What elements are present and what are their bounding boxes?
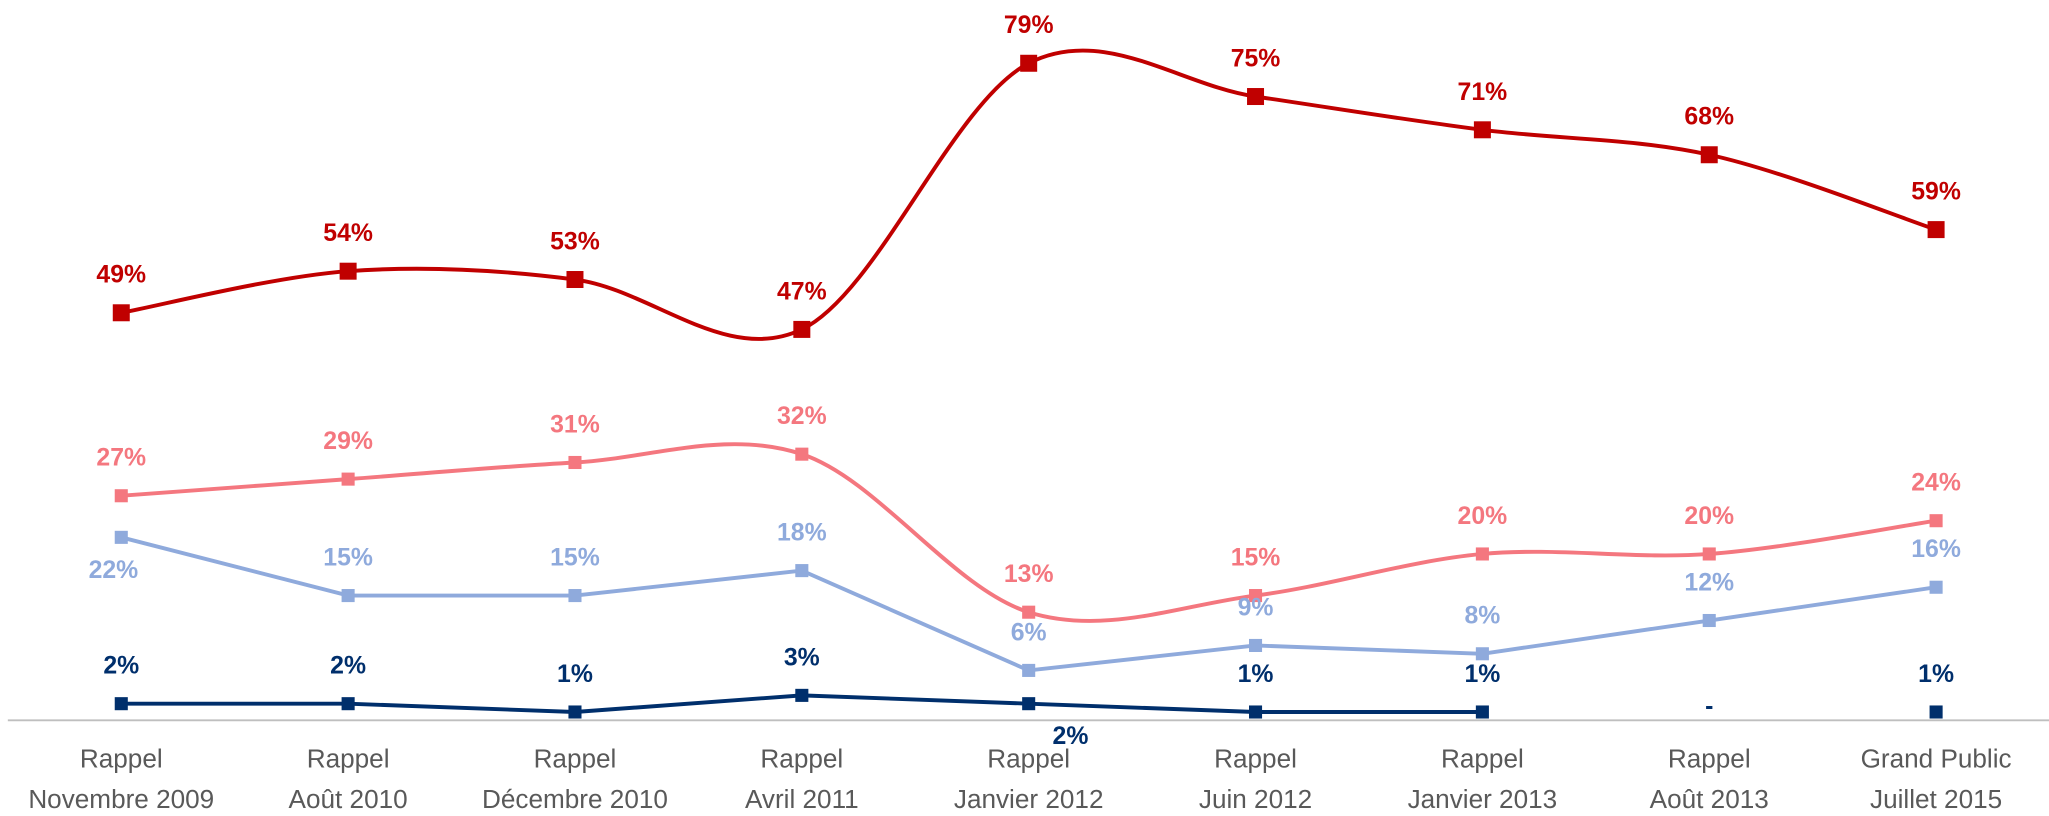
marker <box>1475 647 1489 661</box>
data-label: 47% <box>777 278 827 305</box>
data-label: 32% <box>777 403 827 430</box>
marker <box>568 705 582 719</box>
data-label: 1% <box>557 661 593 688</box>
marker <box>1702 613 1716 628</box>
marker <box>1927 221 1945 239</box>
marker <box>1022 663 1036 677</box>
x-tick-label: Novembre 2009 <box>28 784 214 814</box>
data-label: 24% <box>1911 470 1961 497</box>
data-label: 2% <box>330 653 366 680</box>
data-label: 59% <box>1911 179 1961 206</box>
data-label: 15% <box>323 545 373 572</box>
x-tick-label: Rappel <box>987 744 1070 774</box>
marker <box>1249 638 1263 652</box>
data-label: 1% <box>1464 661 1500 688</box>
data-label: 15% <box>1231 545 1281 572</box>
marker <box>339 262 357 280</box>
x-tick-label: Juillet 2015 <box>1870 784 2002 814</box>
data-label: - <box>1705 693 1713 720</box>
data-label: 29% <box>323 428 373 455</box>
marker <box>1473 121 1491 139</box>
data-label: 20% <box>1458 503 1508 530</box>
marker <box>341 697 355 711</box>
marker <box>1022 605 1036 619</box>
x-tick-label: Janvier 2012 <box>954 784 1104 814</box>
marker <box>341 472 355 486</box>
marker <box>114 489 128 503</box>
marker <box>1929 705 1943 719</box>
series-line <box>120 48 1937 341</box>
x-tick-label: Août 2010 <box>289 784 408 814</box>
data-label: 71% <box>1458 79 1508 106</box>
data-label: 16% <box>1911 536 1961 563</box>
marker <box>568 589 582 603</box>
marker <box>795 564 809 578</box>
data-label: 49% <box>96 262 146 289</box>
x-tick-label: Grand Public <box>1861 744 2012 774</box>
data-label: 54% <box>323 220 373 247</box>
x-tick-label: Rappel <box>80 744 163 774</box>
data-label: 79% <box>1004 12 1054 39</box>
data-label: 12% <box>1684 569 1734 596</box>
data-label: 1% <box>1238 661 1274 688</box>
data-label: 2% <box>103 653 139 680</box>
marker <box>1700 146 1718 164</box>
data-label: 8% <box>1464 603 1500 630</box>
data-label: 1% <box>1918 661 1954 688</box>
x-tick-label: Août 2013 <box>1650 784 1769 814</box>
data-label: 68% <box>1684 104 1734 131</box>
marker <box>1022 697 1036 711</box>
x-tick-label: Rappel <box>1441 744 1524 774</box>
data-label: 6% <box>1011 619 1047 646</box>
marker <box>1475 547 1489 561</box>
x-tick-label: Avril 2011 <box>745 784 859 814</box>
data-label: 15% <box>550 545 600 572</box>
marker <box>1929 580 1943 594</box>
data-label: 31% <box>550 411 600 438</box>
data-label: 9% <box>1238 594 1274 621</box>
marker <box>341 589 355 603</box>
marker <box>114 530 128 544</box>
marker <box>793 320 811 338</box>
marker <box>1249 589 1263 603</box>
marker <box>112 304 130 322</box>
marker <box>795 447 809 461</box>
marker <box>1247 88 1265 106</box>
data-label: 2% <box>1053 723 1089 750</box>
data-label: 3% <box>784 644 820 671</box>
marker <box>566 271 584 289</box>
marker <box>1702 547 1716 561</box>
marker <box>1929 514 1943 528</box>
x-tick-label: Rappel <box>1214 744 1297 774</box>
data-label: 75% <box>1231 46 1281 73</box>
marker <box>795 688 809 702</box>
x-tick-label: Rappel <box>307 744 390 774</box>
data-label: 20% <box>1684 503 1734 530</box>
data-label: 18% <box>777 520 827 547</box>
x-tick-label: Rappel <box>760 744 843 774</box>
data-label: 53% <box>550 228 600 255</box>
x-tick-label: Décembre 2010 <box>482 784 668 814</box>
x-tick-label: Rappel <box>534 744 617 774</box>
x-tick-label: Janvier 2013 <box>1408 784 1558 814</box>
marker <box>1475 705 1489 719</box>
marker <box>568 455 582 470</box>
data-label: 22% <box>89 557 139 584</box>
marker <box>1249 705 1263 719</box>
x-tick-label: Rappel <box>1668 744 1751 774</box>
data-label: 13% <box>1004 561 1054 588</box>
marker <box>114 697 128 711</box>
marker <box>1020 54 1038 72</box>
x-tick-label: Juin 2012 <box>1199 784 1312 814</box>
data-label: 27% <box>96 445 146 472</box>
